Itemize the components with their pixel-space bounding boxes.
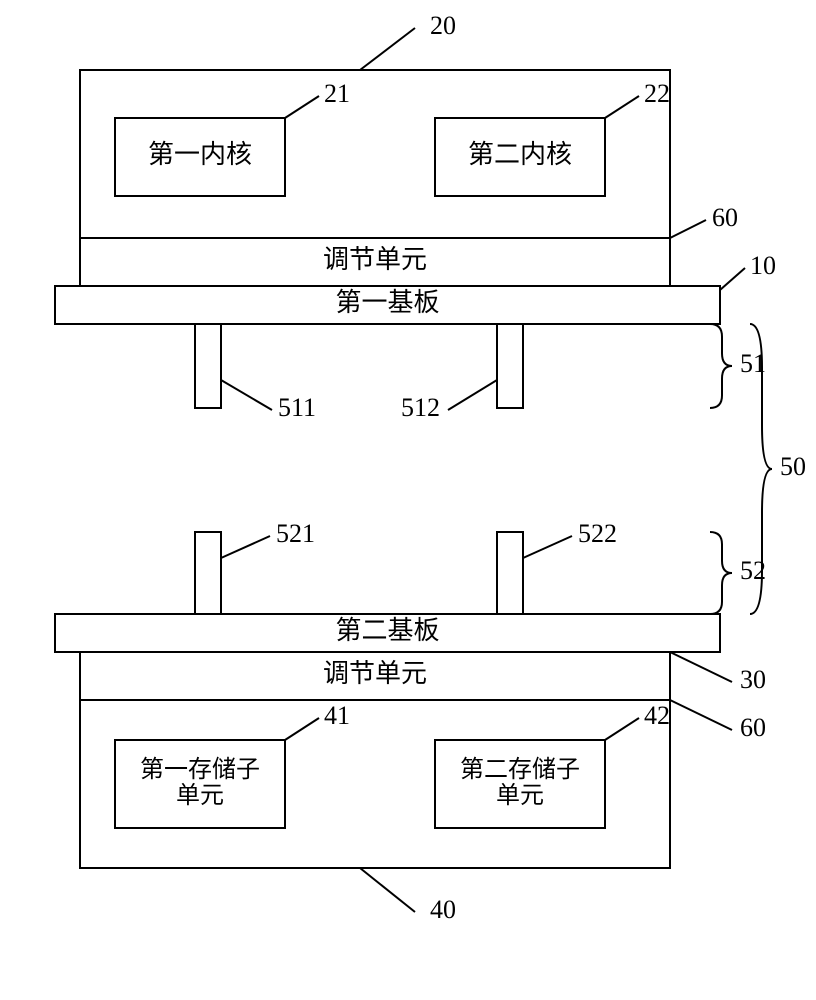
leader-522-label: 522 <box>578 519 617 548</box>
leader-60-top-line <box>670 220 706 238</box>
leader-22-label: 22 <box>644 79 670 108</box>
leader-511-line <box>221 380 272 410</box>
leader-20-label: 20 <box>430 11 456 40</box>
leader-42-label: 42 <box>644 701 670 730</box>
leader-512-line <box>448 380 497 410</box>
core2-label: 第二内核 <box>468 140 572 169</box>
leader-30-label: 30 <box>740 665 766 694</box>
leader-511-label: 511 <box>278 393 316 422</box>
leader-60-bottom-line <box>670 700 732 730</box>
brace-51-upper <box>710 324 732 366</box>
leader-512-label: 512 <box>401 393 440 422</box>
pin-522 <box>497 532 523 614</box>
leader-10-label: 10 <box>750 251 776 280</box>
leader-20-line <box>360 28 415 70</box>
leader-40-line <box>360 868 415 912</box>
brace-51-lower <box>710 366 732 408</box>
leader-60-bottom-label: 60 <box>740 713 766 742</box>
brace-50-upper <box>750 324 772 469</box>
leader-60-top-label: 60 <box>712 203 738 232</box>
brace-50-label: 50 <box>780 452 806 481</box>
substrate-2-label: 第二基板 <box>335 616 439 645</box>
brace-52-lower <box>710 573 732 614</box>
diagram-canvas: 第一内核第二内核调节单元第一基板第二基板调节单元第一存储子单元第二存储子单元20… <box>0 0 816 1000</box>
pin-512 <box>497 324 523 408</box>
leader-41-label: 41 <box>324 701 350 730</box>
leader-30-line <box>670 652 732 682</box>
leader-522-line <box>523 536 572 558</box>
leader-21-label: 21 <box>324 79 350 108</box>
brace-50-lower <box>750 469 772 614</box>
pin-521 <box>195 532 221 614</box>
adjust-unit-bottom-label: 调节单元 <box>323 659 427 688</box>
leader-521-label: 521 <box>276 519 315 548</box>
brace-52-upper <box>710 532 732 573</box>
leader-40-label: 40 <box>430 895 456 924</box>
pin-511 <box>195 324 221 408</box>
leader-521-line <box>221 536 270 558</box>
adjust-unit-top-label: 调节单元 <box>323 245 427 274</box>
core1-label: 第一内核 <box>148 140 252 169</box>
leader-10-line <box>720 268 745 290</box>
substrate-1-label: 第一基板 <box>335 288 439 317</box>
